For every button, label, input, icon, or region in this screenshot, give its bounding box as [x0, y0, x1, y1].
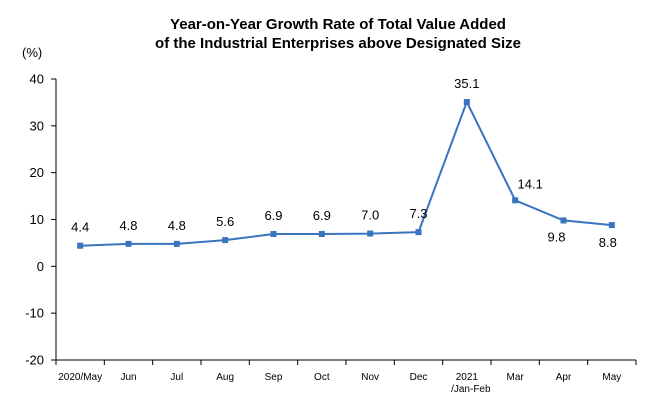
y-tick-label: 30	[30, 118, 44, 133]
data-label: 35.1	[454, 76, 479, 91]
data-label: 14.1	[518, 176, 543, 191]
data-point-marker	[173, 240, 180, 247]
data-label: 4.4	[71, 220, 89, 235]
data-point-marker	[560, 217, 567, 224]
data-point-marker	[270, 231, 277, 238]
data-label: 9.8	[547, 229, 565, 244]
data-point-marker	[367, 230, 374, 237]
x-tick-label: May	[602, 372, 621, 383]
y-tick-label: -10	[25, 306, 44, 321]
x-tick-label: Dec	[410, 372, 428, 383]
x-tick-label: Apr	[556, 372, 572, 383]
series-line	[77, 98, 615, 249]
x-tick-label: 2021	[456, 372, 479, 383]
x-tick-label: Sep	[265, 372, 283, 383]
data-point-marker	[125, 240, 132, 247]
data-label: 7.0	[361, 208, 379, 223]
series-polyline	[80, 100, 612, 247]
data-label: 4.8	[119, 218, 137, 233]
x-tick-label: Aug	[216, 372, 234, 383]
y-tick-label: 40	[30, 72, 44, 87]
x-tick-label: Jul	[170, 372, 183, 383]
data-point-marker	[77, 242, 84, 249]
chart-title-line-1: Year-on-Year Growth Rate of Total Value …	[170, 16, 506, 33]
x-tick-label: Oct	[314, 372, 330, 383]
x-tick-label: Mar	[507, 372, 525, 383]
y-tick-label: -20	[25, 353, 44, 368]
y-axis-label: (%)	[22, 45, 42, 60]
data-label: 6.9	[264, 208, 282, 223]
x-tick-label: 2020/May	[58, 372, 102, 383]
data-point-marker	[222, 237, 229, 244]
data-point-marker	[608, 222, 615, 229]
chart-title: Year-on-Year Growth Rate of Total Value …	[155, 16, 521, 52]
chart-axes: (%) 40 30 20 10 0 -10 -20 2020/May Jun Jul Aug Sep Oc…	[22, 45, 637, 395]
data-label: 4.8	[168, 218, 186, 233]
x-tick-label: /Jan-Feb	[451, 384, 491, 395]
y-tick-label: 0	[37, 259, 44, 274]
data-point-marker	[512, 197, 519, 204]
data-labels: 4.4 4.8 4.8 5.6 6.9 6.9 7.0 7.3 35.1 14.1 9.8 8.8	[71, 76, 617, 250]
y-tick-label: 20	[30, 165, 44, 180]
x-tick-label: Jun	[120, 372, 136, 383]
data-point-marker	[463, 98, 470, 105]
y-tick-label: 10	[30, 212, 44, 227]
data-label: 6.9	[313, 208, 331, 223]
data-label: 8.8	[599, 235, 617, 250]
data-label: 7.3	[409, 206, 427, 221]
data-label: 5.6	[216, 214, 234, 229]
data-point-marker	[415, 229, 422, 236]
data-point-marker	[318, 231, 325, 238]
chart-title-line-2: of the Industrial Enterprises above Desi…	[155, 35, 521, 52]
x-tick-label: Nov	[361, 372, 379, 383]
